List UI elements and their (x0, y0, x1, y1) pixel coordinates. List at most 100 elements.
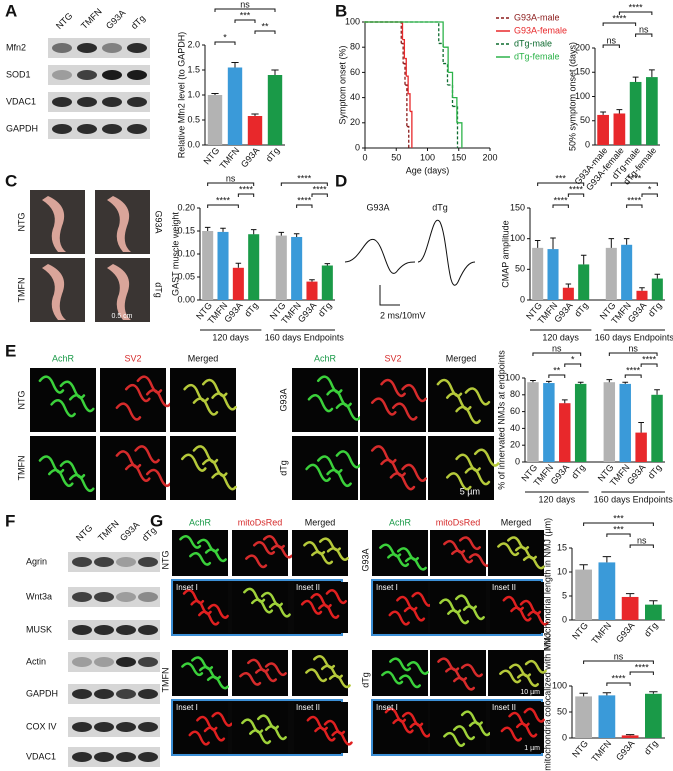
error-bar (278, 231, 285, 236)
signal (445, 392, 472, 411)
image-tile (292, 368, 362, 432)
signal (460, 710, 483, 726)
signal (68, 473, 95, 493)
signal (462, 605, 485, 621)
signal (409, 722, 431, 738)
signal (320, 664, 343, 679)
significance-label: **** (216, 195, 231, 205)
y-tick-label: 15 (557, 542, 567, 552)
blot-strip (48, 65, 150, 85)
signal (182, 589, 205, 605)
tile (232, 530, 288, 576)
image-tile (428, 436, 500, 500)
blot-row-label: VDAC1 (26, 751, 56, 761)
signal (500, 726, 523, 742)
scale-bar (379, 285, 400, 306)
panel-letter: A (5, 1, 17, 20)
signal (452, 676, 476, 691)
channel-label: AchR (389, 517, 412, 527)
tile (430, 530, 486, 576)
blot-band (116, 657, 136, 667)
significance-bracket (602, 22, 637, 26)
step (401, 42, 404, 64)
image-tile (170, 368, 237, 432)
significance-label: * (571, 354, 575, 364)
bar (217, 231, 229, 300)
error-bar (625, 734, 635, 736)
photo-label: G93A (154, 210, 164, 233)
signal (443, 539, 466, 554)
bar (629, 81, 642, 145)
bar (651, 394, 663, 462)
signal (192, 397, 219, 416)
blot-band (72, 752, 92, 762)
signal (460, 663, 483, 678)
legend-label: G93A-female (514, 25, 567, 35)
bar (321, 265, 333, 300)
signal (524, 659, 547, 674)
scale-label: 2 ms/10mV (380, 310, 426, 320)
signal (455, 405, 481, 425)
signal (115, 402, 142, 421)
error-bar (654, 389, 660, 395)
significance-label: * (223, 32, 227, 42)
significance-bracket (618, 11, 653, 15)
blot-band (138, 689, 158, 699)
y-tick-label: 0 (355, 142, 360, 152)
signal (464, 467, 491, 486)
signal (468, 721, 491, 737)
signal (262, 535, 285, 549)
signal (396, 547, 420, 561)
step (408, 93, 411, 112)
significance-bracket (624, 374, 642, 378)
significance-label: *** (555, 173, 566, 183)
signal (307, 394, 334, 413)
panel-letter: B (335, 1, 347, 20)
significance-label: **** (554, 195, 569, 205)
signal (326, 388, 352, 408)
signal (211, 472, 237, 491)
bar (645, 604, 662, 620)
significance-bracket (207, 182, 255, 186)
y-tick-label: 40 (350, 92, 360, 102)
scale-label: 1 µm (524, 745, 540, 752)
signal (264, 662, 287, 677)
significance-label: ns (606, 35, 616, 45)
signal (519, 599, 542, 615)
signal (389, 472, 416, 491)
signal (145, 468, 172, 488)
scale-label: 5 µm (460, 486, 480, 496)
row-label: TMFN (16, 456, 26, 481)
signal (388, 610, 410, 626)
signal (499, 669, 522, 684)
muscle (42, 196, 66, 252)
image-tile (430, 702, 491, 753)
signal (326, 547, 349, 561)
image-tile (360, 368, 427, 432)
y-tick-label: 20 (510, 440, 520, 450)
y-tick-label: 0.05 (177, 271, 195, 281)
channel-label: Merged (446, 353, 477, 363)
blot-band (77, 124, 97, 134)
blot-band (116, 625, 136, 635)
signal (391, 402, 418, 421)
signal (254, 668, 278, 683)
error-bar (654, 273, 661, 279)
blot-band (94, 557, 114, 567)
blot-band (102, 43, 122, 53)
signal (445, 472, 472, 491)
signal (145, 388, 172, 408)
step (403, 62, 406, 85)
signal (335, 450, 362, 469)
tile (170, 436, 236, 500)
step (404, 57, 407, 77)
channel-label: AchR (52, 353, 75, 363)
row-label: G93A (360, 548, 370, 571)
tile (374, 702, 428, 753)
tile (232, 582, 288, 633)
significance-bracket (532, 352, 582, 356)
signal (270, 544, 293, 559)
signal (201, 378, 228, 398)
y-tick-label: 0 (562, 614, 567, 624)
image-tile (174, 702, 233, 753)
